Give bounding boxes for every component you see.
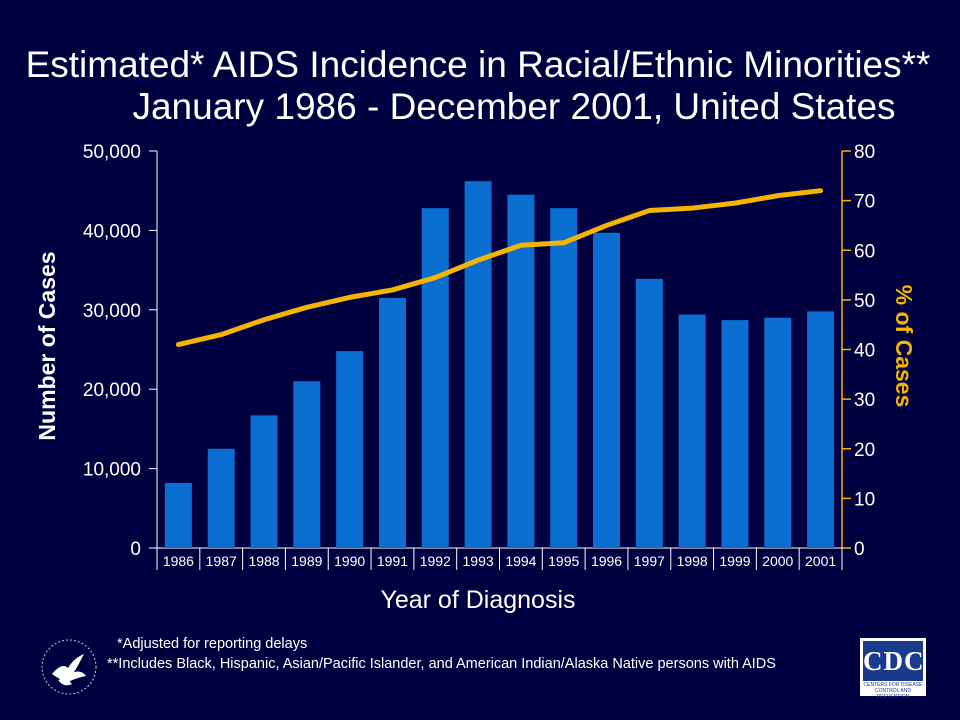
x-axis-label: Year of Diagnosis <box>380 586 575 614</box>
left-y-axis-label: Number of Cases <box>34 251 60 440</box>
x-tick-label: 1994 <box>505 553 536 569</box>
bar-2001 <box>807 311 835 548</box>
bar-1992 <box>421 208 449 548</box>
bar-2000 <box>764 317 792 548</box>
hhs-eagle-seal-icon <box>41 639 97 695</box>
x-tick-label: 1988 <box>248 553 279 569</box>
bar-1993 <box>464 181 492 548</box>
right-tick-label: 80 <box>854 142 875 163</box>
left-tick-label: 40,000 <box>83 221 141 242</box>
bar-1986 <box>164 482 192 548</box>
right-tick-label: 30 <box>854 390 875 411</box>
x-tick-label: 1998 <box>677 553 708 569</box>
bar-1999 <box>721 320 749 548</box>
left-tick-label: 10,000 <box>83 460 141 481</box>
footnote-minorities-definition: **Includes Black, Hispanic, Asian/Pacifi… <box>107 656 776 672</box>
x-tick-label: 1995 <box>548 553 579 569</box>
x-tick-label: 1986 <box>163 553 194 569</box>
bar-1997 <box>635 278 663 548</box>
bar-1990 <box>336 351 364 548</box>
x-tick-label: 1987 <box>206 553 237 569</box>
right-tick-label: 20 <box>854 440 875 461</box>
x-tick-label: 2001 <box>805 553 836 569</box>
footnote-reporting-delays: *Adjusted for reporting delays <box>117 636 308 652</box>
left-tick-label: 0 <box>130 539 141 560</box>
right-tick-label: 0 <box>854 539 865 560</box>
bar-1998 <box>678 314 706 548</box>
right-tick-label: 60 <box>854 241 875 262</box>
x-tick-label: 1999 <box>719 553 750 569</box>
x-tick-label: 2000 <box>762 553 793 569</box>
bar-1989 <box>293 381 321 548</box>
right-tick-label: 70 <box>854 192 875 213</box>
chart-title-line2: January 1986 - December 2001, United Sta… <box>132 86 896 127</box>
cdc-logo-text: CDC <box>863 641 924 681</box>
bar-1988 <box>250 415 278 548</box>
bar-1996 <box>593 232 621 549</box>
x-tick-label: 1991 <box>377 553 408 569</box>
x-tick-label: 1997 <box>634 553 665 569</box>
bar-1994 <box>507 194 535 549</box>
percent-of-cases-line <box>175 188 824 348</box>
cdc-logo-subtext: CENTERS FOR DISEASE CONTROL AND PREVENTI… <box>863 682 923 700</box>
right-tick-label: 50 <box>854 291 875 312</box>
chart-title-line1: Estimated* AIDS Incidence in Racial/Ethn… <box>25 44 931 85</box>
x-tick-label: 1992 <box>420 553 451 569</box>
right-tick-label: 40 <box>854 341 875 362</box>
left-tick-label: 30,000 <box>83 301 141 322</box>
right-y-axis-label: % of Cases <box>891 285 917 408</box>
x-tick-label: 1989 <box>291 553 322 569</box>
x-tick-label: 1993 <box>463 553 494 569</box>
left-tick-label: 20,000 <box>83 380 141 401</box>
right-tick-label: 10 <box>854 489 875 510</box>
bar-1991 <box>378 297 406 548</box>
x-tick-label: 1996 <box>591 553 622 569</box>
cdc-logo: CDC CENTERS FOR DISEASE CONTROL AND PREV… <box>860 638 926 700</box>
bar-1987 <box>207 448 235 548</box>
left-tick-label: 50,000 <box>83 142 141 163</box>
x-tick-label: 1990 <box>334 553 365 569</box>
bar-1995 <box>550 208 578 548</box>
